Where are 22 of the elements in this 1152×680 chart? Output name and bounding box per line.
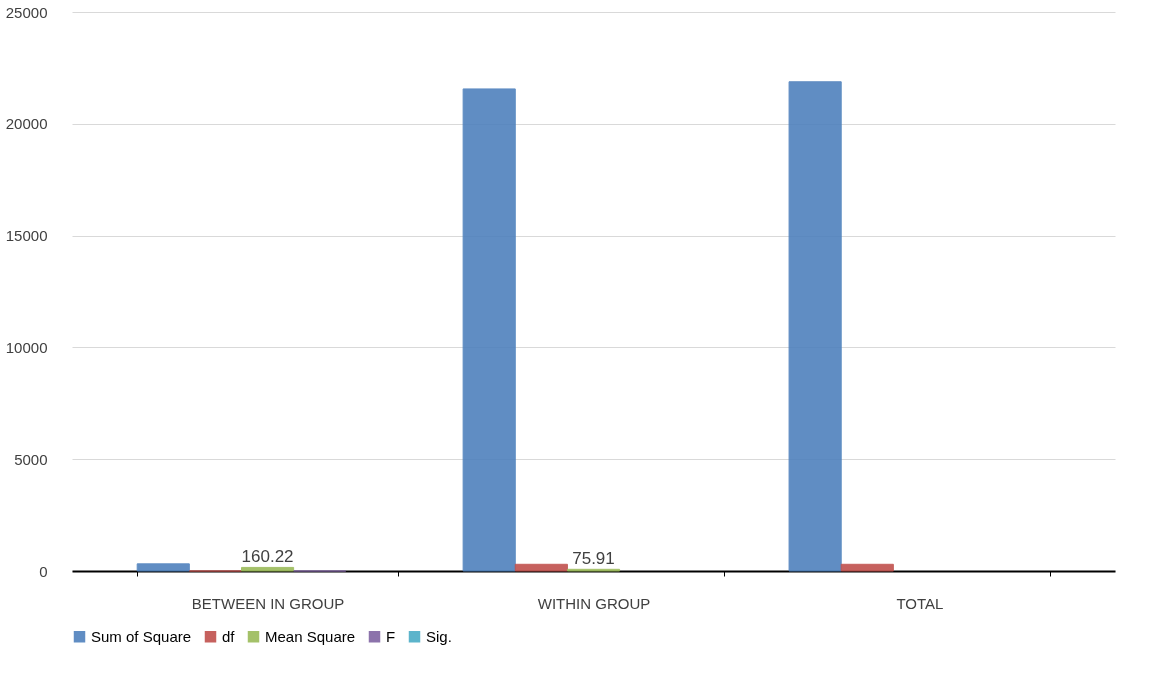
legend-label: df [222,627,236,645]
x-tick-label: WITHIN GROUP [537,594,651,612]
y-tick-label: 15000 [5,227,48,245]
bar [240,566,295,572]
y-tick-label: 20000 [5,115,48,133]
bar [462,88,516,572]
y-tick-label: 5000 [14,450,48,468]
bar [788,81,842,572]
bar [514,563,568,572]
legend-label: Sum of Square [91,627,192,645]
legend-label: F [386,627,396,645]
x-tick-label: BETWEEN IN GROUP [191,594,345,612]
y-tick-label: 10000 [5,338,48,356]
y-tick-label: 25000 [5,3,48,21]
x-tick-label: TOTAL [896,594,944,612]
legend-label: Sig. [426,627,452,645]
bar [840,563,894,572]
data-label: 160.22 [241,547,294,567]
legend-label: Mean Square [265,627,356,645]
bar [136,563,190,572]
data-label: 75.91 [572,549,615,569]
y-tick-label: 0 [39,562,48,580]
